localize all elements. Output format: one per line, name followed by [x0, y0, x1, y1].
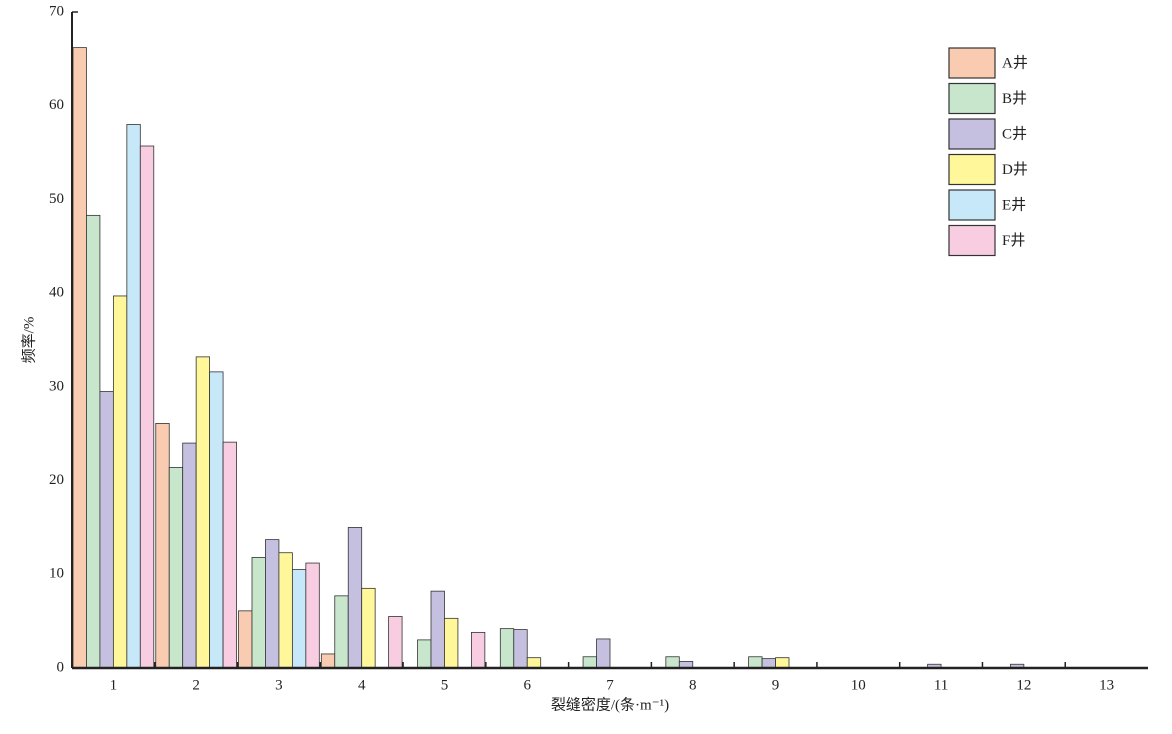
bar [388, 616, 403, 669]
bar [99, 391, 114, 669]
bar [761, 658, 776, 669]
y-tick-label: 60 [49, 97, 64, 113]
bar [265, 539, 280, 669]
bar [126, 124, 141, 669]
bar [361, 587, 376, 669]
x-tick-label: 8 [689, 677, 697, 693]
y-tick-label: 20 [49, 472, 64, 488]
y-tick-label: 0 [57, 659, 65, 675]
x-tick-label: 5 [441, 677, 449, 693]
bar [334, 595, 349, 669]
y-tick-label: 40 [49, 285, 64, 301]
x-tick-label: 4 [358, 677, 366, 693]
bar [195, 356, 211, 669]
y-axis-label: 频率/% [20, 317, 37, 364]
legend-swatch [948, 189, 996, 221]
bar [155, 423, 170, 669]
bar [278, 552, 293, 669]
legend-swatch [948, 224, 996, 257]
bar [320, 653, 336, 669]
x-tick-label: 10 [851, 677, 866, 693]
bar [347, 527, 363, 669]
bar [775, 657, 790, 669]
bar [222, 441, 237, 669]
y-tick-label: 10 [49, 566, 64, 582]
bar [444, 617, 459, 669]
bar [305, 562, 320, 669]
x-tick-label: 1 [110, 677, 118, 693]
bar [209, 371, 224, 669]
bar [112, 295, 128, 669]
bar [665, 656, 680, 669]
legend-label: C井 [1002, 125, 1027, 142]
legend-label: D井 [1002, 161, 1028, 178]
legend-label: F井 [1002, 232, 1025, 249]
bar [582, 656, 597, 669]
bar [251, 557, 266, 669]
x-tick-label: 11 [934, 677, 948, 693]
bar [182, 442, 197, 669]
x-axis-label: 裂缝密度/(条·m⁻¹) [551, 696, 669, 713]
bar [168, 467, 184, 669]
bar [86, 214, 101, 669]
bar [430, 590, 445, 669]
bar [291, 569, 307, 669]
bar [72, 47, 87, 669]
x-tick-label: 6 [523, 677, 531, 693]
legend-label: A井 [1002, 54, 1028, 71]
legend-swatch [948, 82, 996, 115]
legend-swatch [948, 47, 996, 79]
bar [513, 629, 528, 669]
y-tick-label: 70 [49, 3, 64, 19]
x-tick-label: 13 [1099, 677, 1114, 693]
y-tick-label: 50 [49, 191, 64, 207]
x-tick-label: 3 [275, 677, 283, 693]
y-tick-label: 30 [49, 378, 64, 394]
bar [238, 610, 253, 669]
x-tick-label: 12 [1016, 677, 1031, 693]
x-tick-label: 7 [606, 677, 614, 693]
bar [499, 628, 515, 669]
bar [139, 145, 155, 669]
bar [748, 656, 763, 669]
legend-swatch [948, 118, 996, 150]
bar [417, 639, 432, 669]
bar [526, 657, 542, 669]
legend-label: B井 [1002, 90, 1027, 107]
x-tick-label: 9 [772, 677, 780, 693]
bar [470, 631, 486, 669]
x-tick-label: 2 [192, 677, 200, 693]
bar [596, 638, 611, 669]
legend-label: E井 [1002, 196, 1026, 213]
legend-swatch [948, 153, 996, 186]
